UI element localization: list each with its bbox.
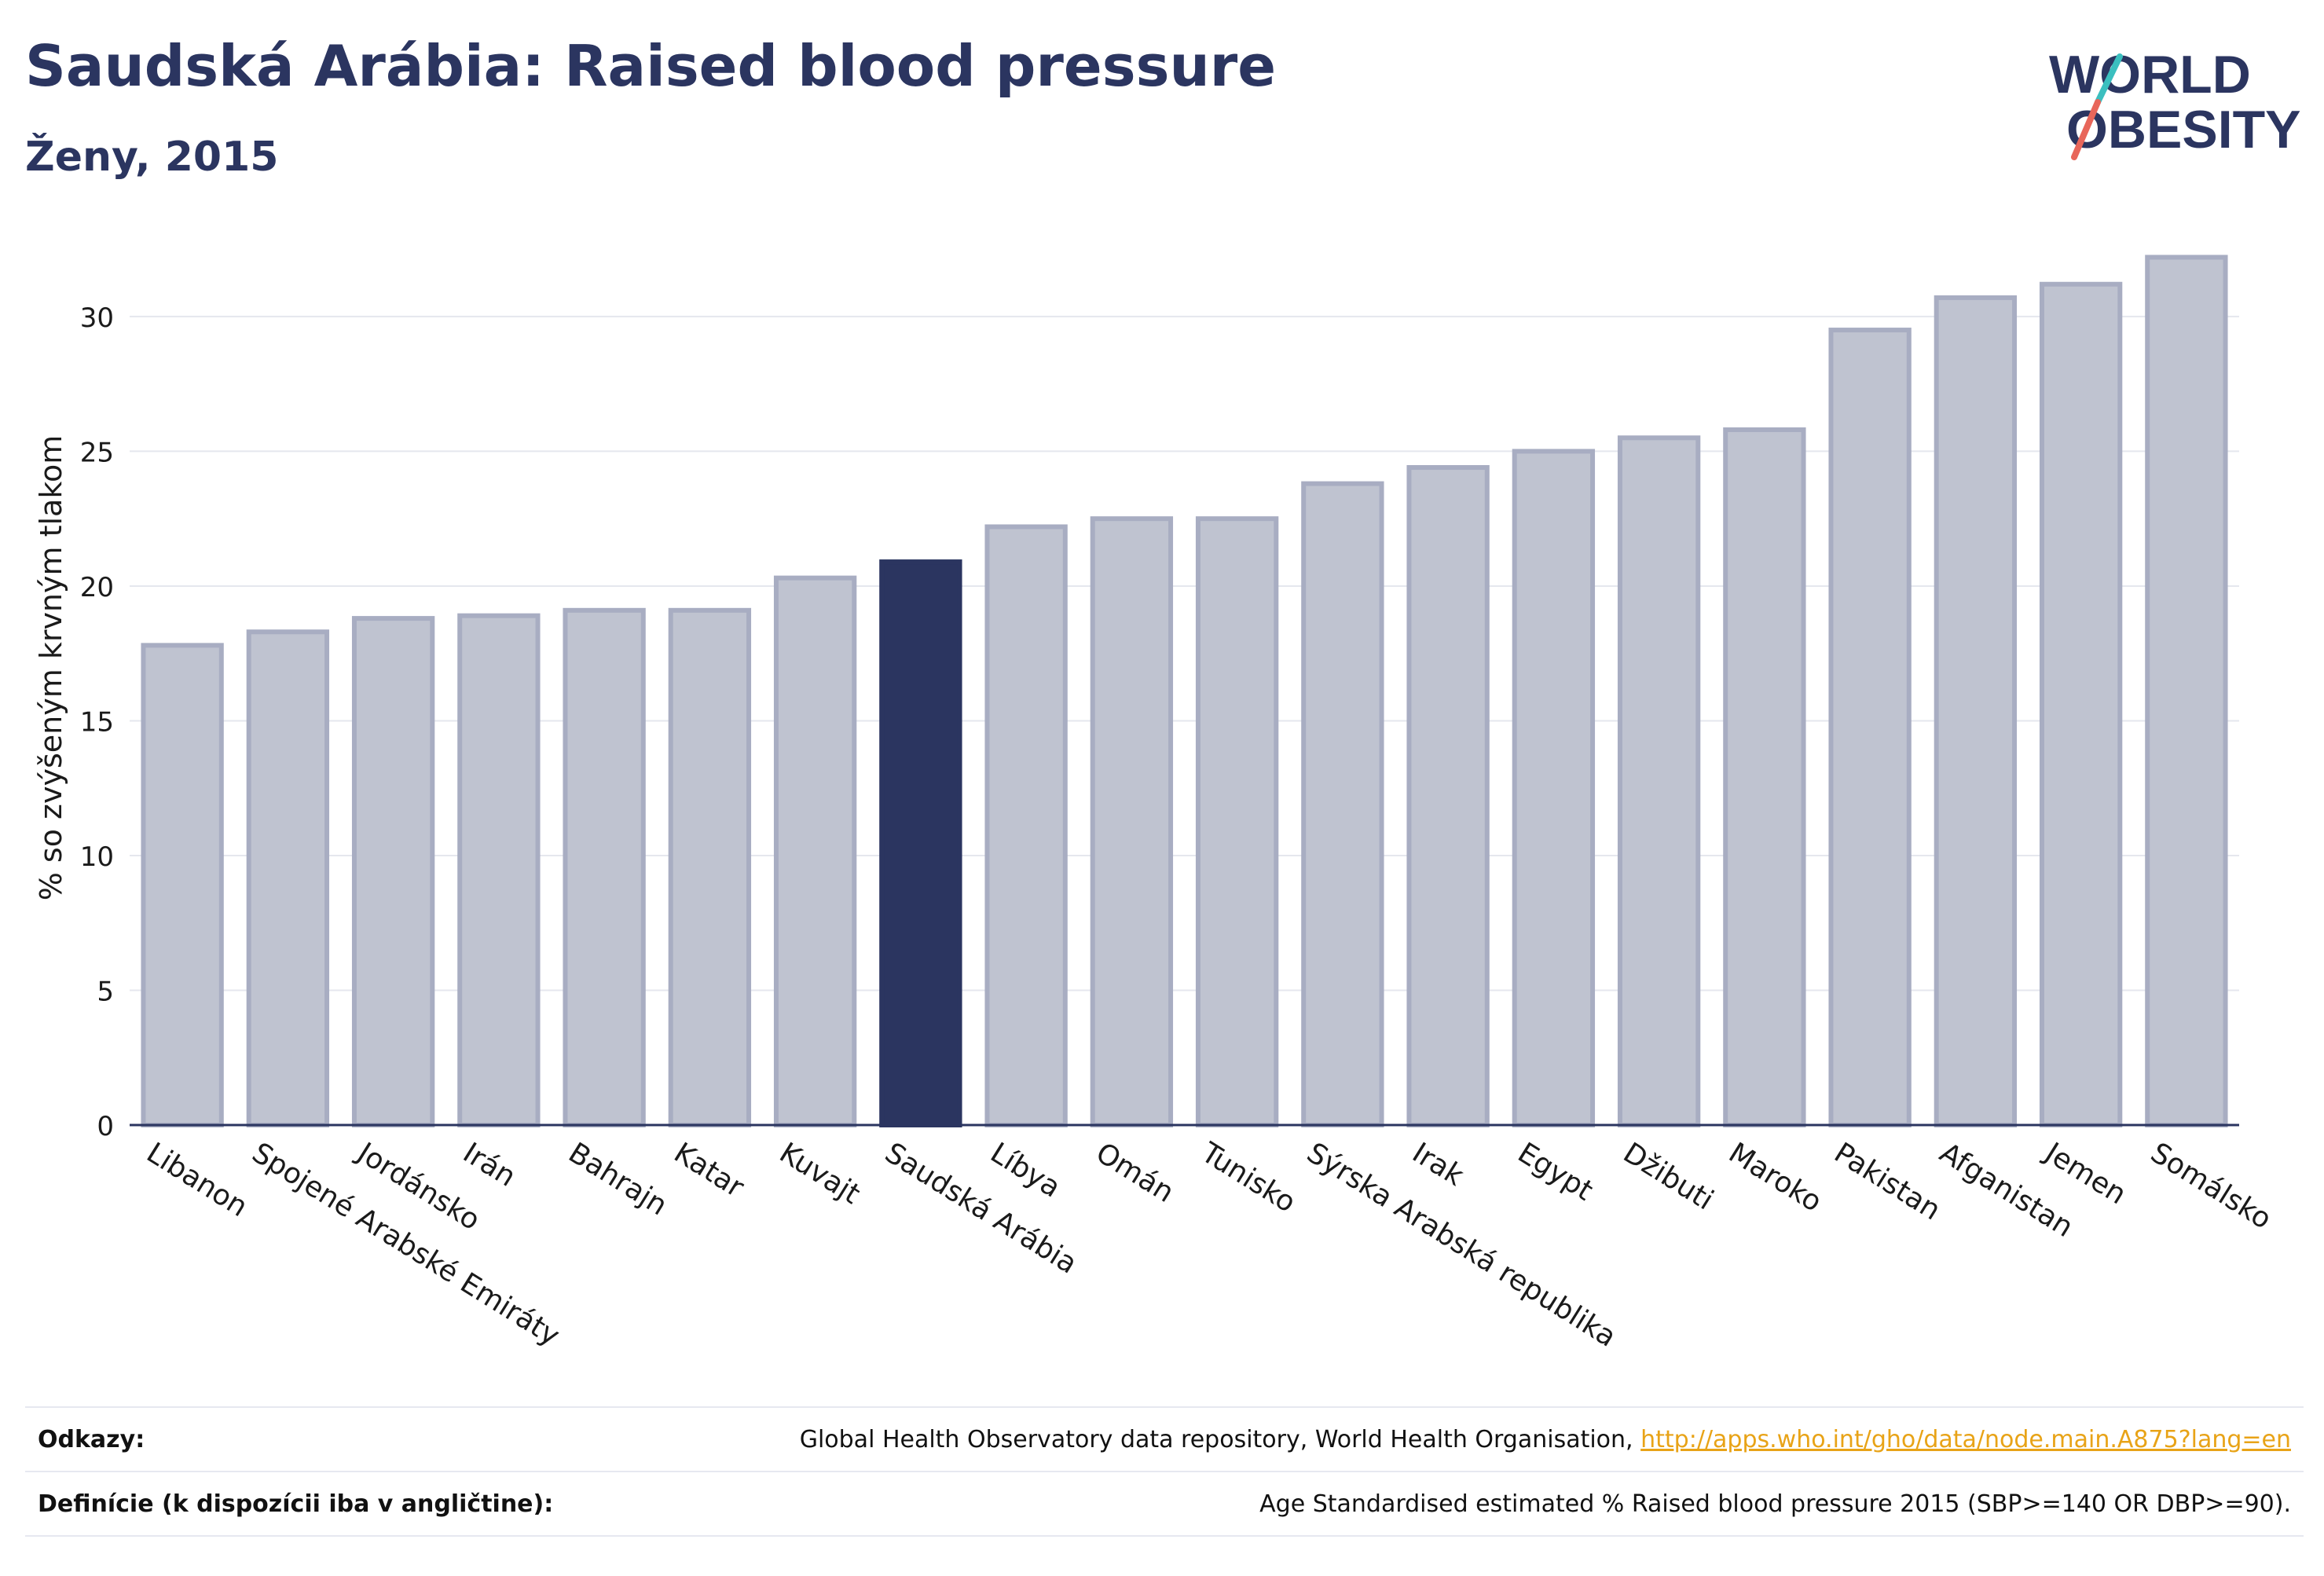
y-tick-label: 5: [97, 976, 114, 1007]
bar: [1512, 449, 1596, 1127]
y-tick-label: 0: [97, 1111, 114, 1142]
sources-link[interactable]: http://apps.who.int/gho/data/node.main.A…: [1640, 1425, 2291, 1453]
bar: [2145, 255, 2228, 1128]
x-tick-label: Tunisko: [1195, 1136, 1301, 1219]
logo-word-obesity: OBESITY: [2066, 100, 2301, 159]
x-tick-label: Irak: [1406, 1137, 1469, 1193]
x-tick-label: Omán: [1091, 1137, 1180, 1209]
chart-title: Saudská Arábia: Raised blood pressure: [25, 33, 1277, 99]
bar: [1406, 465, 1490, 1127]
y-axis-label: % so zvýšeným krvným tlakom: [34, 435, 68, 901]
sources-value: Global Health Observatory data repositor…: [800, 1426, 2291, 1453]
logo-slash-teal: [2095, 53, 2123, 105]
bar: [1301, 481, 1384, 1127]
x-tick-label: Bahrajn: [563, 1137, 673, 1222]
x-tick-label: Egypt: [1512, 1137, 1599, 1208]
y-tick-label: 25: [80, 437, 114, 468]
world-obesity-logo: WORLD OBESITY: [2049, 45, 2301, 160]
bars: [141, 255, 2228, 1128]
x-tick-label: Katar: [669, 1137, 750, 1204]
definition-text: Age Standardised estimated % Raised bloo…: [1259, 1490, 2291, 1518]
footer-sources-row: Odkazy: Global Health Observatory data r…: [25, 1408, 2304, 1472]
logo-word-world: WORLD: [2049, 45, 2251, 104]
bar: [984, 524, 1068, 1127]
y-tick-label: 10: [80, 841, 114, 873]
x-tick-label: Maroko: [1723, 1137, 1827, 1219]
bar: [457, 613, 541, 1127]
x-tick-label: Džibuti: [1618, 1137, 1719, 1217]
bar: [1934, 295, 2018, 1127]
y-tick-label: 30: [80, 302, 114, 334]
bar: [1090, 516, 1174, 1127]
bar: [141, 643, 224, 1127]
bar: [351, 616, 435, 1127]
bar: [668, 607, 752, 1127]
footer-definition-row: Definície (k dispozícii iba v angličtine…: [25, 1472, 2304, 1537]
x-tick-label: Somálsko: [2145, 1137, 2277, 1236]
bar: [1617, 435, 1701, 1127]
y-tick-label: 15: [80, 706, 114, 738]
definition-label: Definície (k dispozícii iba v angličtine…: [38, 1490, 554, 1518]
bar: [246, 629, 330, 1127]
x-tick-label: Irán: [457, 1137, 521, 1193]
sources-text: Global Health Observatory data repositor…: [799, 1425, 1633, 1453]
x-tick-label: Líbya: [984, 1137, 1065, 1204]
grid-lines: [130, 315, 2239, 991]
bar: [2039, 281, 2123, 1127]
x-tick-label: Kuvajt: [774, 1137, 866, 1211]
logo-slash-red: [2071, 99, 2101, 160]
bar: [773, 575, 857, 1127]
sources-label: Odkazy:: [38, 1425, 145, 1453]
x-tick-label: Pakistan: [1828, 1137, 1946, 1227]
bar: [1828, 328, 1912, 1127]
y-tick-label: 20: [80, 572, 114, 603]
bar: [1195, 516, 1279, 1127]
bar: [879, 559, 962, 1127]
footer: Odkazy: Global Health Observatory data r…: [25, 1406, 2304, 1537]
bar: [1723, 427, 1806, 1127]
chart-subtitle: Ženy, 2015: [25, 134, 279, 181]
bar: [563, 607, 646, 1127]
x-tick-label: Libanon: [141, 1137, 253, 1223]
x-tick-label: Saudská Arábia: [879, 1137, 1083, 1281]
